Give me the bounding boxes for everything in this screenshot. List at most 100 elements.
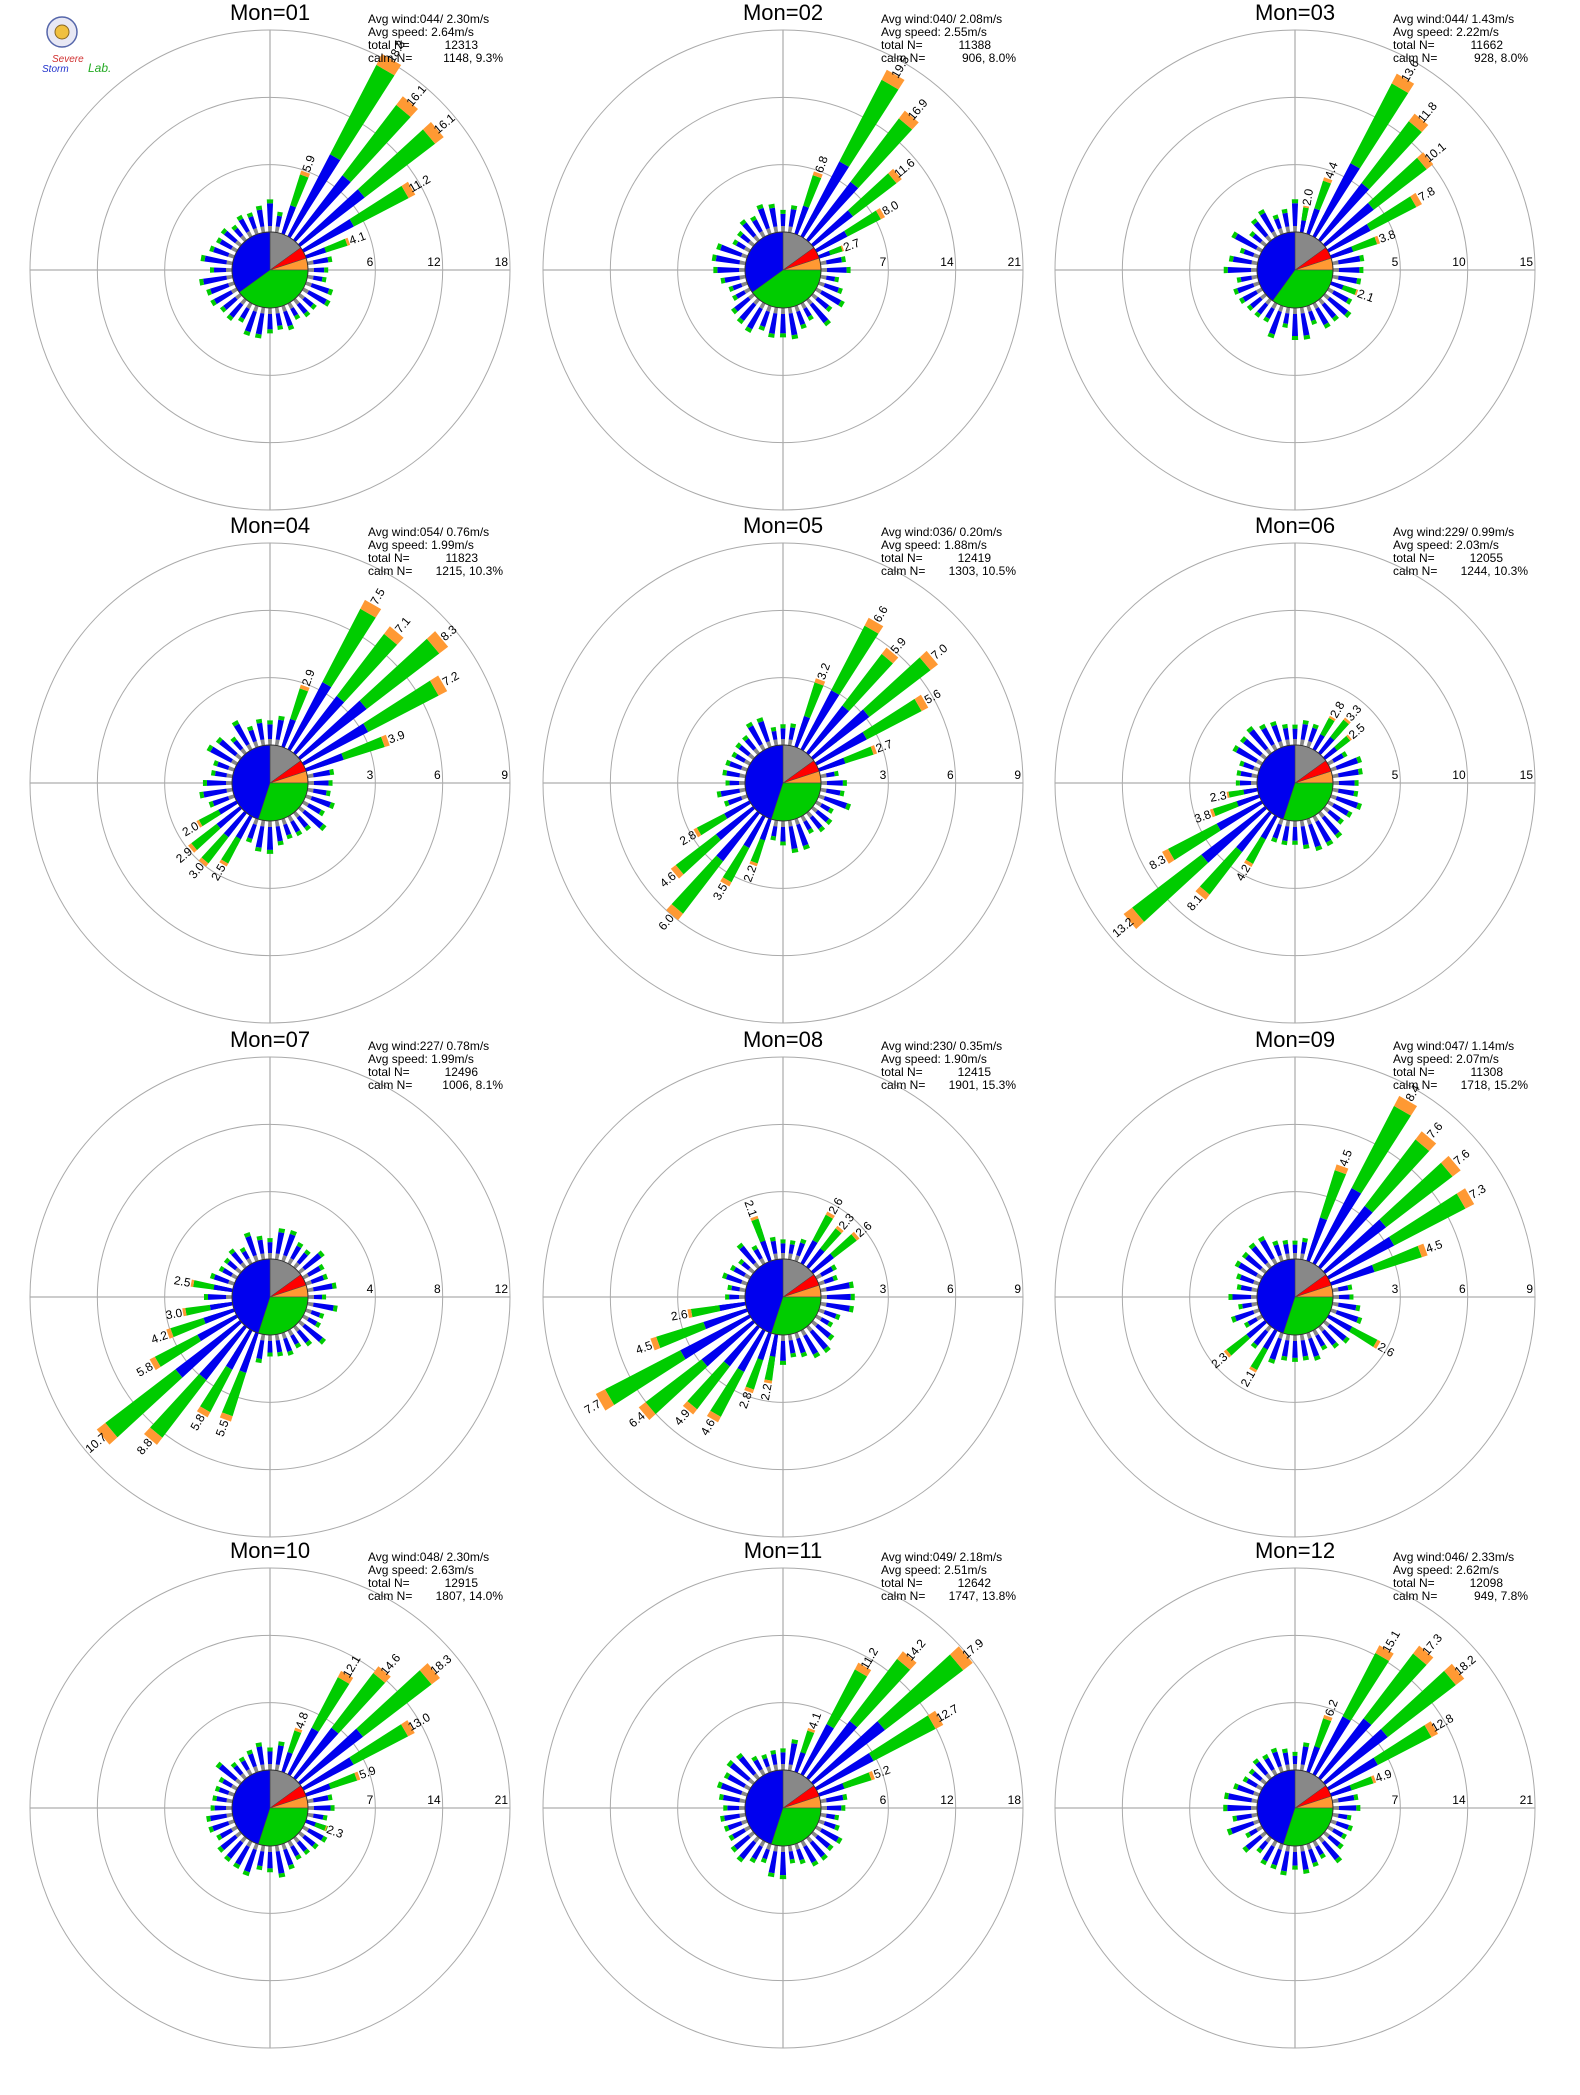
petal-segment-orange [324, 1825, 328, 1832]
petal-segment-gray [1251, 1812, 1258, 1818]
petal-segment-blue [1232, 256, 1253, 265]
petal-segment-green [322, 1294, 327, 1300]
petal-segment-green [255, 1358, 262, 1364]
petal-segment-green [255, 1742, 262, 1748]
petal-segment-blue [803, 1334, 819, 1355]
petal-label: 11.2 [858, 1645, 882, 1672]
stat-total-value: 12496 [445, 1065, 479, 1079]
stat-avg-speed: Avg speed: 1.99m/s [368, 538, 474, 552]
petal-segment-blue [825, 771, 835, 778]
petal-segment-blue [275, 1745, 284, 1766]
petal-segment-blue [302, 1834, 316, 1847]
petal-segment-green [202, 779, 207, 787]
petal-segment-gray [226, 787, 233, 793]
stat-avg-speed: Avg speed: 2.63m/s [368, 1563, 474, 1577]
petal-segment-blue [803, 307, 812, 318]
petal-segment-gray [781, 739, 785, 746]
panel-title: Mon=07 [230, 1027, 310, 1052]
petal-segment-green [1351, 1105, 1411, 1194]
petal-segment-gray [246, 230, 253, 238]
petal-segment-green [842, 780, 847, 786]
petal-segment-green [218, 1265, 225, 1273]
stat-total-label: total N= [1393, 38, 1435, 52]
petal-segment-green [223, 1855, 232, 1862]
petal-segment-blue [1242, 762, 1255, 770]
petal-segment-orange [706, 1410, 721, 1423]
petal-segment-orange [1373, 1339, 1381, 1349]
petal-segment-blue [719, 244, 743, 257]
petal-segment-gray [1322, 1831, 1330, 1838]
petal-segment-gray [226, 773, 233, 779]
petal-segment-gray [297, 293, 305, 300]
petal-segment-orange [299, 684, 310, 692]
petal-segment-blue [213, 290, 233, 305]
petal-segment-gray [1322, 293, 1330, 300]
petal-segment-green [331, 1282, 337, 1289]
ring-label: 9 [1526, 1282, 1533, 1296]
petal-segment-blue [290, 1334, 300, 1345]
petal-segment-blue [701, 1320, 756, 1367]
petal-segment-green [827, 807, 834, 814]
petal-segment-green [214, 1785, 221, 1792]
petal-segment-gray [1265, 297, 1272, 305]
petal-segment-gray [787, 1764, 793, 1771]
petal-segment-green [1341, 751, 1348, 758]
petal-segment-blue [1291, 203, 1299, 227]
petal-segment-blue [302, 723, 369, 766]
petal-segment-green [1356, 278, 1362, 285]
petal-segment-gray [787, 820, 793, 827]
stat-avg-speed: Avg speed: 2.03m/s [1393, 538, 1499, 552]
petal-segment-blue [1253, 221, 1269, 238]
petal-segment-green [830, 1234, 857, 1258]
petal-segment-orange [1391, 73, 1415, 93]
petal-segment-green [768, 332, 775, 338]
petal-segment-orange [670, 865, 684, 879]
petal-segment-green [267, 1352, 273, 1357]
petal-segment-gray [230, 759, 238, 766]
petal-segment-green [221, 1370, 247, 1417]
petal-segment-green [277, 325, 284, 330]
petal-segment-blue [255, 825, 265, 848]
petal-segment-green [1254, 311, 1261, 318]
petal-segment-gray [1251, 268, 1258, 272]
petal-segment-blue [1337, 275, 1358, 284]
stat-total-value: 12642 [958, 1576, 992, 1590]
petal-segment-blue [307, 1266, 322, 1277]
petal-segment-green [1320, 1344, 1328, 1351]
petal-segment-green [847, 173, 897, 217]
petal-segment-green [769, 1236, 776, 1242]
petal-segment-gray [1285, 1764, 1291, 1771]
petal-segment-gray [1322, 1320, 1330, 1327]
stat-avg-wind: Avg wind:229/ 0.99m/s [1393, 525, 1514, 539]
petal-label: 13.0 [405, 1710, 433, 1734]
petal-segment-green [812, 1214, 834, 1243]
petal-segment-orange [96, 1422, 118, 1445]
petal-segment-green [848, 1305, 854, 1313]
petal-segment-green [256, 1865, 263, 1871]
petal-segment-blue [719, 1301, 746, 1312]
petal-segment-green [1236, 277, 1242, 283]
petal-segment-green [1267, 332, 1275, 339]
ring-label: 8 [434, 1282, 441, 1296]
petal-segment-blue [1292, 1244, 1298, 1254]
petal-segment-gray [741, 281, 748, 287]
petal-segment-blue [239, 1332, 259, 1374]
petal-segment-green [813, 1351, 821, 1359]
petal-segment-green [716, 243, 723, 251]
petal-segment-gray [281, 1255, 287, 1262]
petal-segment-gray [739, 1287, 746, 1293]
petal-segment-gray [787, 226, 793, 233]
petal-segment-blue [206, 780, 227, 786]
petal-segment-gray [305, 281, 312, 287]
petal-segment-blue [1338, 267, 1360, 273]
petal-segment-orange [720, 877, 732, 887]
ring-label: 14 [1452, 1793, 1466, 1807]
petal-segment-blue [287, 154, 341, 238]
petal-segment-green [325, 790, 331, 797]
petal-segment-green [687, 1361, 730, 1410]
petal-segment-blue [753, 1759, 763, 1771]
petal-segment-gray [781, 1334, 785, 1341]
petal-segment-blue [788, 209, 797, 228]
